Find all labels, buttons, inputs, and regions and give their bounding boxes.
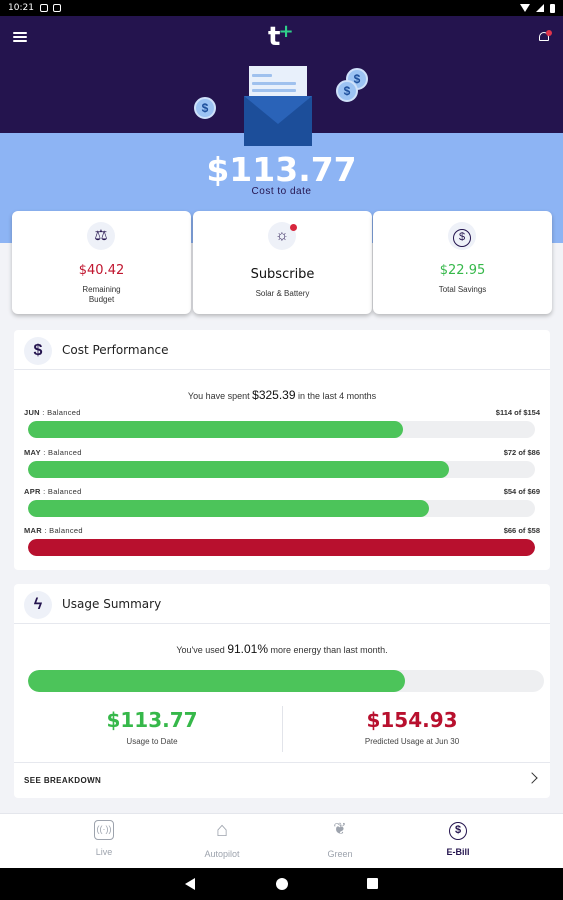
see-breakdown-row[interactable]: SEE BREAKDOWN (14, 762, 550, 798)
usage-bar-track (28, 670, 544, 692)
lightning-icon: ϟ (24, 591, 52, 619)
cost-to-date-amount: $113.77 (206, 150, 357, 189)
predicted-usage-label: Predicted Usage at Jun 30 (364, 737, 460, 746)
month-bar-track (28, 461, 535, 478)
usage-summary-title: Usage Summary (62, 597, 162, 611)
cost-performance-panel: $ Cost Performance You have spent $325.3… (14, 330, 550, 570)
month-row: JUN : Balanced $114 of $154 (24, 408, 540, 438)
status-bar: 10:21 (0, 0, 563, 16)
battery-icon (550, 3, 555, 13)
predicted-usage-value: $154.93 (366, 708, 458, 732)
month-label: JUN : Balanced (24, 408, 81, 417)
system-nav-bar (0, 868, 563, 900)
notification-bell-icon[interactable] (538, 30, 552, 42)
usage-summary-panel: ϟ Usage Summary You've used 91.01% more … (14, 584, 550, 798)
nav-tab-live[interactable]: ((·)) Live (64, 820, 144, 857)
cost-performance-title: Cost Performance (62, 343, 169, 357)
month-row: MAY : Balanced $72 of $86 (24, 448, 540, 478)
leaf-icon: ❦ (333, 821, 347, 838)
nav-label: Live (95, 847, 113, 857)
house-icon: ⌂ (215, 819, 229, 841)
remaining-budget-value: $40.42 (78, 263, 125, 278)
month-bar-fill (28, 421, 404, 438)
month-value: $54 of $69 (503, 487, 540, 496)
month-value: $66 of $58 (503, 526, 540, 535)
month-label: APR : Balanced (24, 487, 82, 496)
month-label: MAY : Balanced (24, 448, 82, 457)
subscribe-card[interactable]: ☼ Subscribe Solar & Battery (193, 211, 372, 314)
signal-icon (536, 4, 544, 12)
live-signal-icon: ((·)) (94, 820, 114, 840)
menu-icon[interactable] (13, 32, 27, 42)
usage-to-date-label: Usage to Date (126, 737, 178, 746)
month-value: $114 of $154 (495, 408, 540, 417)
home-icon[interactable] (276, 878, 288, 890)
subscribe-label: Solar & Battery (255, 289, 310, 298)
usage-to-date-value: $113.77 (106, 708, 198, 732)
dollar-icon: $ (24, 337, 52, 365)
month-bar-fill (28, 461, 449, 478)
cost-to-date-label: Cost to date (251, 186, 312, 197)
back-icon[interactable] (185, 878, 195, 890)
nav-label: Autopilot (204, 849, 240, 859)
month-bar-fill (28, 539, 535, 556)
dollar-circle-icon: $ (448, 222, 476, 250)
nav-tab-autopilot[interactable]: ⌂ Autopilot (182, 820, 262, 859)
nav-tab-green[interactable]: ❦ Green (300, 820, 380, 859)
total-savings-card[interactable]: $ $22.95 Total Savings (373, 211, 552, 314)
usage-bar-fill (28, 670, 405, 692)
wifi-icon (520, 4, 530, 12)
coin-icon: $ (336, 80, 358, 102)
nav-label: E-Bill (446, 847, 470, 857)
total-savings-value: $22.95 (439, 263, 486, 278)
month-bar-track (28, 539, 535, 556)
month-value: $72 of $86 (503, 448, 540, 457)
month-bar-track (28, 421, 535, 438)
total-savings-label: Total Savings (438, 285, 487, 294)
notification-icon (39, 4, 48, 12)
month-bar-track (28, 500, 535, 517)
see-breakdown-label: SEE BREAKDOWN (24, 776, 102, 785)
chevron-right-icon (526, 772, 538, 784)
envelope-illustration (244, 66, 312, 146)
dollar-circle-icon: $ (449, 822, 467, 840)
month-row: APR : Balanced $54 of $69 (24, 487, 540, 517)
usage-summary-text: You've used 91.01% more energy than last… (176, 642, 388, 656)
cost-summary-text: You have spent $325.39 in the last 4 mon… (187, 388, 377, 402)
notification-icon (52, 4, 61, 12)
usage-summary-header: ϟ Usage Summary (14, 584, 550, 624)
coin-icon: $ (194, 97, 216, 119)
month-label: MAR : Balanced (24, 526, 83, 535)
recent-apps-icon[interactable] (367, 878, 378, 889)
bottom-nav: ((·)) Live ⌂ Autopilot ❦ Green $ E-Bill (0, 813, 563, 868)
status-time: 10:21 (8, 3, 34, 13)
nav-label: Green (327, 849, 353, 859)
cost-performance-header: $ Cost Performance (14, 330, 550, 370)
scale-icon: ⚖ (87, 222, 115, 250)
app-logo: t+ (268, 21, 294, 52)
month-row: MAR : Balanced $66 of $58 (24, 526, 540, 556)
divider (282, 706, 283, 752)
remaining-budget-label: Remaining Budget (82, 285, 121, 304)
remaining-budget-card[interactable]: ⚖ $40.42 Remaining Budget (12, 211, 191, 314)
new-badge-dot (290, 224, 297, 231)
subscribe-title: Subscribe (250, 267, 315, 282)
notification-dot (546, 30, 552, 36)
month-bar-fill (28, 500, 429, 517)
nav-tab-e-bill[interactable]: $ E-Bill (418, 820, 498, 857)
